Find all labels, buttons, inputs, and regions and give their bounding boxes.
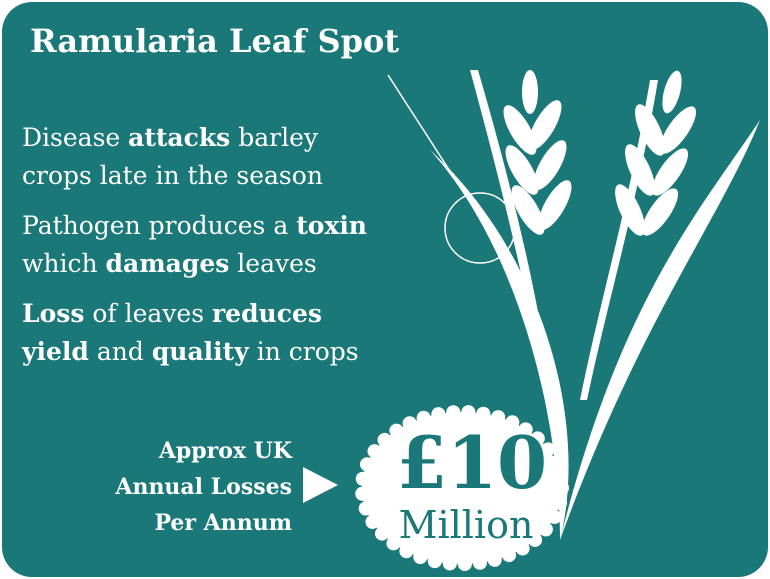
text-span: which: [22, 249, 106, 278]
bold-text: yield: [21, 337, 89, 366]
point-line: which damages leaves: [22, 249, 317, 278]
callout-line: Per Annum: [154, 510, 292, 536]
bold-text: reduces: [212, 299, 322, 328]
text-span: Pathogen produces a: [22, 211, 296, 240]
point-line: crops late in the season: [22, 161, 323, 190]
callout-line: Approx UK: [158, 438, 293, 464]
point-line: yield and quality in crops: [21, 337, 359, 366]
callout-line: Annual Losses: [114, 474, 292, 500]
point-line: Pathogen produces a toxin: [22, 211, 367, 240]
bold-text: toxin: [296, 211, 367, 240]
point-line: Disease attacks barley: [22, 123, 319, 152]
text-span: and: [89, 337, 152, 366]
text-span: of leaves: [84, 299, 212, 328]
text-span: in crops: [249, 337, 359, 366]
text-span: Disease: [22, 123, 128, 152]
amount: £10: [397, 420, 547, 505]
bold-text: Loss: [22, 299, 84, 328]
unit: Million: [399, 503, 534, 547]
title: Ramularia Leaf Spot: [30, 22, 399, 60]
bold-text: quality: [152, 337, 250, 366]
text-span: crops late in the season: [22, 161, 323, 190]
infographic: Ramularia Leaf Spot Disease attacks barl…: [0, 0, 770, 579]
point-line: Loss of leaves reduces: [22, 299, 322, 328]
bold-text: damages: [106, 249, 230, 278]
text-span: leaves: [229, 249, 316, 278]
bold-text: attacks: [128, 123, 230, 152]
text-span: barley: [230, 123, 319, 152]
